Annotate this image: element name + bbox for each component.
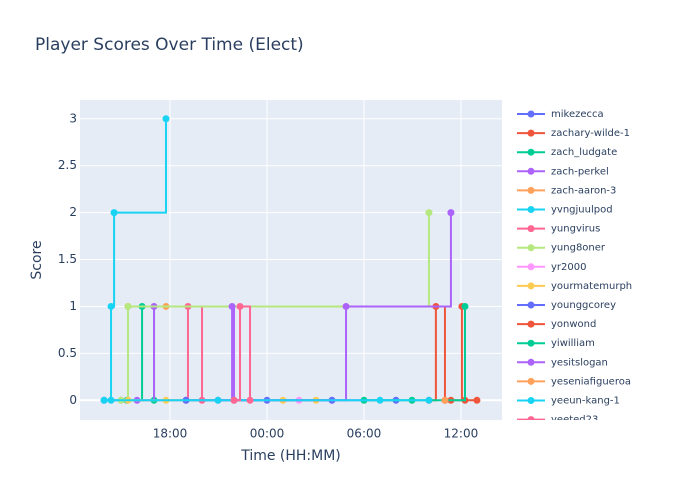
y-tick-label: 2 [69,205,77,219]
legend-label: yonwond [551,319,596,330]
legend-marker [527,129,535,137]
chart-title: Player Scores Over Time (Elect) [35,35,304,55]
legend-marker [527,148,535,156]
data-point [236,302,244,310]
y-tick-label: 1.5 [58,252,77,266]
legend-marker [527,167,535,175]
x-tick-label: 12:00 [444,427,479,441]
data-point [376,396,384,404]
x-axis-title: Time (HH:MM) [240,448,341,464]
y-axis-title: Score [29,240,45,279]
legend-marker [527,377,535,385]
legend-marker [527,186,535,194]
data-point [342,302,350,310]
data-point [461,302,469,310]
legend-marker [527,397,535,404]
legend-marker [527,110,535,118]
data-point [228,302,236,310]
legend-label: younggcorey [551,300,616,311]
legend-marker [527,225,535,233]
data-point [230,396,238,404]
data-point [441,396,449,404]
y-tick-label: 1 [69,299,77,313]
legend-marker [527,206,535,213]
data-point [124,302,132,310]
data-point [246,396,254,404]
legend-label: yesitslogan [551,357,608,368]
data-point [110,209,118,217]
data-point [107,302,115,310]
legend-marker [527,244,535,252]
legend-marker [527,358,535,366]
legend-label: yung8oner [551,243,606,254]
legend-marker [527,301,535,309]
legend-marker [527,416,535,420]
legend-marker [527,320,535,328]
legend-marker [527,282,535,290]
legend-label: yiwilliam [551,338,595,349]
legend-label: zach_ludgate [551,147,617,158]
data-point [447,209,455,217]
legend-label: zach-aaron-3 [551,185,616,196]
legend-marker [527,339,535,347]
y-tick-label: 0.5 [58,346,77,360]
data-point [214,396,222,404]
legend-label: yourmatemurph [551,281,632,292]
legend-label: yeeun-kang-1 [551,396,620,407]
x-tick-label: 06:00 [347,427,382,441]
y-tick-label: 0 [69,393,77,407]
data-point [425,396,433,404]
data-point [425,209,433,217]
data-point [162,115,170,123]
x-tick-label: 00:00 [250,427,285,441]
legend-label: yeseniafigueroa [551,376,631,387]
legend-marker [527,263,535,271]
legend-label: zachary-wilde-1 [551,128,630,139]
y-tick-label: 2.5 [58,158,77,172]
x-tick-label: 18:00 [153,427,188,441]
y-tick-label: 3 [69,111,77,125]
data-point [107,396,115,404]
data-point [473,396,481,404]
data-point [100,396,108,404]
legend-label: mikezecca [551,109,604,120]
legend-label: yr2000 [551,262,586,273]
legend-label: zach-perkel [551,166,609,177]
legend-label: yungvirus [551,224,600,235]
legend-label: yvngjuulpod [551,205,613,216]
legend-label: yeeted23 [551,415,598,426]
